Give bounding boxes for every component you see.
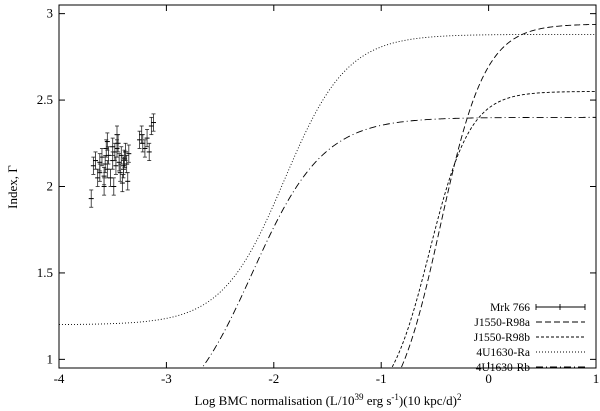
- data-point-41: [151, 113, 157, 132]
- x-axis-label-tail: )(10 kpc/d): [399, 393, 457, 408]
- data-point-39: [146, 142, 152, 161]
- curve-j1550-r98a: [400, 23, 596, 368]
- data-point-3: [95, 168, 101, 187]
- data-point-28: [110, 137, 116, 156]
- y-tick-label-0: 1: [47, 351, 54, 366]
- x-axis-label-main: Log BMC normalisation (L/10: [194, 393, 354, 408]
- data-point-37: [142, 139, 148, 158]
- data-point-15: [113, 156, 119, 175]
- data-point-20: [118, 146, 124, 165]
- data-point-33: [104, 132, 110, 151]
- data-point-27: [126, 144, 132, 163]
- data-point-30: [97, 153, 103, 172]
- data-point-29: [101, 167, 107, 186]
- y-tick-label-4: 3: [47, 6, 54, 21]
- x-tick-label-1: -3: [161, 371, 172, 386]
- legend-label-0: Mrk 766: [490, 302, 530, 314]
- legend-label-3: 4U1630-Ra: [476, 347, 530, 359]
- x-axis-label-sup2: -1: [391, 392, 399, 402]
- y-axis-label: Index, Γ: [5, 165, 20, 209]
- data-point-0: [88, 189, 94, 208]
- data-point-38: [144, 129, 150, 148]
- tick-labels: -4 -3 -2 -1 0 1 1 1.5 2 2.5 3: [37, 6, 600, 386]
- legend-label-2: J1550-R98b: [474, 332, 530, 344]
- data-point-36: [140, 134, 146, 153]
- x-tick-label-3: -1: [376, 371, 387, 386]
- y-tick-label-3: 2.5: [37, 92, 53, 107]
- curve-4u1630-ra: [59, 33, 596, 326]
- data-point-26: [125, 172, 131, 191]
- x-axis-label: Log BMC normalisation (L/1039 erg s-1)(1…: [194, 392, 461, 408]
- data-point-23: [122, 149, 128, 168]
- legend: Mrk 766 J1550-R98a J1550-R98b 4U1630-Ra 4U16…: [474, 302, 586, 374]
- y-tick-label-2: 2: [47, 179, 54, 194]
- data-point-13: [111, 177, 117, 196]
- mrk766-points: [88, 113, 157, 208]
- legend-label-4: 4U1630-Rb: [476, 362, 531, 374]
- data-point-31: [114, 139, 120, 158]
- x-axis-label-sup3: 2: [457, 392, 462, 402]
- plot-frame: [58, 4, 597, 369]
- data-point-34: [137, 130, 143, 149]
- data-point-5: [99, 148, 105, 167]
- y-tick-label-1: 1.5: [37, 265, 53, 280]
- data-point-32: [120, 156, 126, 175]
- x-tick-label-2: -2: [268, 371, 279, 386]
- x-tick-label-4: 0: [485, 371, 492, 386]
- x-axis-label-sup1: 39: [354, 392, 364, 402]
- data-point-40: [148, 116, 154, 136]
- data-point-1: [90, 156, 96, 175]
- model-curves: [59, 23, 596, 368]
- x-tick-label-5: 1: [593, 371, 600, 386]
- x-axis-label-mid: erg s: [363, 393, 391, 408]
- legend-label-1: J1550-R98a: [474, 317, 530, 329]
- data-point-17: [115, 134, 121, 153]
- x-tick-label-0: -4: [54, 371, 65, 386]
